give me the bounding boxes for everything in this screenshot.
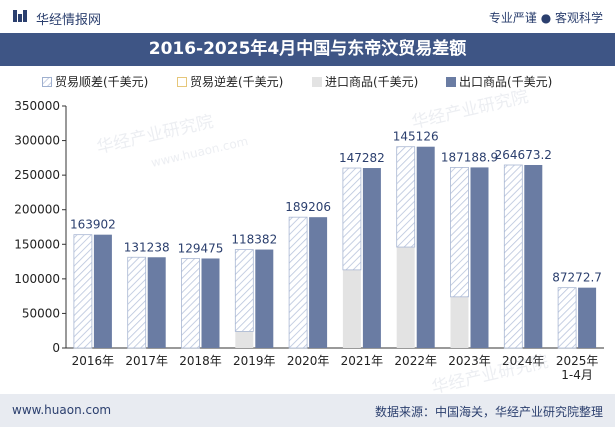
footer: www.huaon.com 数据来源：中国海关，华经产业研究院整理 [0, 394, 615, 427]
export-bar [309, 217, 328, 348]
y-tick-label: 300000 [14, 134, 60, 148]
surplus-bar [396, 146, 416, 248]
export-bar [255, 249, 274, 348]
legend-item-surplus: 贸易顺差(千美元) [42, 73, 148, 90]
data-label: 187188.9 [441, 150, 498, 164]
surplus-bar [503, 164, 523, 349]
surplus-bar [234, 249, 254, 332]
x-tick-label: 2018年 [179, 354, 222, 368]
y-tick-label: 250000 [14, 168, 60, 182]
export-bar [201, 258, 220, 348]
brand-name: 华经情报网 [36, 13, 102, 28]
data-label: 189206 [285, 200, 331, 214]
import-bar [396, 247, 415, 348]
surplus-bar [342, 167, 362, 271]
title-bar: 2016-2025年4月中国与东帝汶贸易差额 [0, 33, 615, 66]
surplus-bar [127, 256, 147, 349]
x-tick-label: 2021年 [341, 354, 384, 368]
surplus-bar [288, 216, 308, 349]
legend-item-export: 出口商品(千美元) [446, 73, 552, 90]
legend-label-import: 进口商品(千美元) [325, 75, 419, 89]
y-tick-label: 100000 [14, 272, 60, 286]
x-tick-label: 2016年 [72, 354, 115, 368]
data-label: 118382 [231, 233, 277, 247]
x-tick-label: 2019年 [233, 354, 276, 368]
data-label: 163902 [70, 218, 116, 232]
import-bar [342, 269, 361, 348]
data-label: 129475 [178, 241, 224, 255]
y-tick-label: 150000 [14, 237, 60, 251]
surplus-bar [73, 234, 93, 349]
export-bar [362, 168, 381, 348]
export-bar [93, 234, 112, 348]
y-tick-label: 0 [52, 341, 60, 355]
x-tick-label: 2023年 [448, 354, 491, 368]
data-label: 131238 [124, 240, 170, 254]
y-tick-label: 200000 [14, 203, 60, 217]
data-label: 145126 [393, 130, 439, 144]
slogan: 专业严谨 ● 客观科学 [488, 11, 603, 25]
import-bar [235, 331, 254, 348]
export-bar [578, 287, 597, 348]
legend-label-surplus: 贸易顺差(千美元) [55, 75, 149, 89]
surplus-bar [181, 258, 200, 349]
data-label: 87272.7 [552, 271, 602, 285]
x-tick-label: 2020年 [287, 354, 330, 368]
legend-label-export: 出口商品(千美元) [459, 75, 553, 89]
x-tick-label: 2024年 [502, 354, 545, 368]
bar-chart: 0 50000 100000 150000 200000 250000 300000 3500… [14, 99, 604, 382]
legend: 贸易顺差(千美元) 贸易逆差(千美元) 进口商品(千美元) 出口商品(千美元) [0, 70, 615, 92]
legend-label-deficit: 贸易逆差(千美元) [190, 75, 284, 89]
logo-icon [13, 10, 27, 22]
surplus-bar [557, 287, 577, 349]
chart-title: 2016-2025年4月中国与东帝汶贸易差额 [148, 39, 467, 59]
legend-item-import: 进口商品(千美元) [312, 73, 418, 90]
export-bar [470, 167, 489, 348]
footer-website: www.huaon.com [12, 403, 112, 417]
legend-swatch-deficit [177, 77, 187, 87]
top-bar: 华经情报网 专业严谨 ● 客观科学 [0, 0, 615, 33]
x-tick-label: 2022年 [394, 354, 437, 368]
y-tick-label: 50000 [22, 306, 60, 320]
y-tick-label: 350000 [14, 99, 60, 113]
export-bar [147, 257, 166, 348]
export-bar [524, 164, 543, 348]
x-tick-label: 1-4月 [561, 368, 593, 382]
legend-swatch-import [312, 77, 322, 87]
x-tick-label: 2017年 [125, 354, 168, 368]
import-bar [450, 296, 469, 348]
legend-item-deficit: 贸易逆差(千美元) [177, 73, 283, 90]
legend-swatch-export [446, 77, 456, 87]
export-bar [416, 146, 435, 348]
footer-source: 数据来源：中国海关，华经产业研究院整理 [374, 405, 603, 419]
surplus-bar [450, 167, 469, 298]
legend-swatch-surplus [42, 77, 52, 87]
data-label: 147282 [339, 151, 385, 165]
x-tick-label: 2025年 [556, 354, 599, 368]
data-label: 264673.2 [495, 148, 552, 162]
